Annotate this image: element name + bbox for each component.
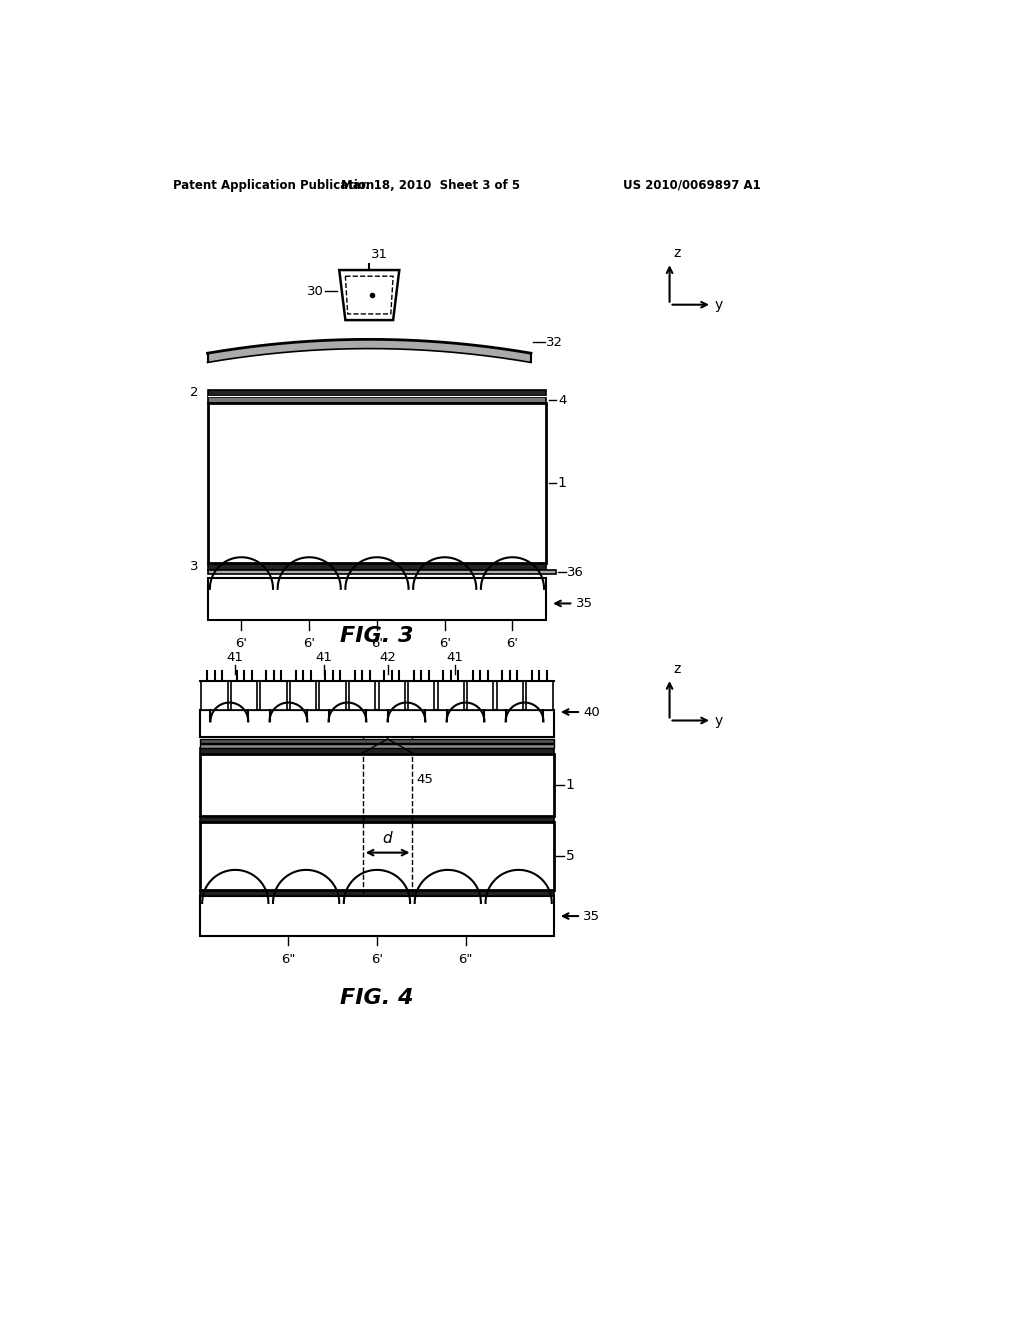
Bar — [208, 578, 547, 620]
Bar — [208, 397, 547, 404]
Text: Mar. 18, 2010  Sheet 3 of 5: Mar. 18, 2010 Sheet 3 of 5 — [341, 178, 520, 191]
Bar — [319, 681, 346, 710]
Text: 3: 3 — [189, 561, 199, 573]
Bar — [208, 570, 556, 574]
Bar — [437, 681, 464, 710]
Text: Patent Application Publication: Patent Application Publication — [173, 178, 374, 191]
Text: 31: 31 — [371, 248, 388, 261]
Text: 6": 6" — [282, 953, 296, 966]
Text: 35: 35 — [584, 909, 600, 923]
Bar — [202, 681, 227, 710]
Bar — [200, 744, 554, 748]
Bar — [208, 564, 547, 570]
Text: y: y — [714, 298, 723, 312]
Bar — [200, 896, 554, 936]
Bar — [349, 681, 376, 710]
Text: FIG. 4: FIG. 4 — [340, 987, 414, 1007]
Text: 30: 30 — [307, 285, 324, 298]
Text: 6': 6' — [371, 638, 383, 651]
Text: 1: 1 — [565, 779, 574, 792]
Polygon shape — [208, 339, 531, 363]
Text: 6': 6' — [438, 638, 451, 651]
Text: 32: 32 — [547, 335, 563, 348]
Text: US 2010/0069897 A1: US 2010/0069897 A1 — [624, 178, 761, 191]
Bar — [200, 748, 554, 755]
Bar — [200, 890, 554, 896]
Text: z: z — [674, 661, 681, 676]
Text: 5: 5 — [565, 849, 574, 863]
Bar — [467, 681, 494, 710]
Bar — [408, 681, 434, 710]
Bar — [208, 404, 547, 562]
Text: 6': 6' — [303, 638, 315, 651]
Text: 42: 42 — [379, 651, 396, 664]
Text: d: d — [383, 830, 392, 846]
Bar — [200, 755, 554, 816]
Text: 41: 41 — [446, 651, 463, 664]
Text: FIG. 3: FIG. 3 — [340, 626, 414, 645]
Text: 6': 6' — [236, 638, 248, 651]
Text: 6": 6" — [459, 953, 473, 966]
Polygon shape — [339, 271, 399, 321]
Bar — [231, 681, 257, 710]
Text: 40: 40 — [584, 705, 600, 718]
Text: 41: 41 — [227, 651, 244, 664]
Bar — [200, 822, 554, 890]
Text: 1: 1 — [558, 477, 567, 490]
Bar — [497, 681, 523, 710]
Bar — [208, 391, 547, 396]
Text: 6': 6' — [507, 638, 518, 651]
Bar — [260, 681, 287, 710]
Text: 41: 41 — [315, 651, 332, 664]
Bar — [200, 816, 554, 822]
Text: 45: 45 — [416, 772, 433, 785]
Text: 6': 6' — [371, 953, 383, 966]
Text: 2: 2 — [189, 387, 199, 400]
Text: 4: 4 — [558, 393, 566, 407]
Text: z: z — [674, 246, 681, 260]
Bar — [200, 739, 554, 743]
Bar — [526, 681, 553, 710]
Text: 36: 36 — [567, 566, 584, 578]
Text: y: y — [714, 714, 723, 727]
Bar — [379, 681, 404, 710]
Bar — [200, 710, 554, 737]
Bar — [290, 681, 316, 710]
Text: 35: 35 — [575, 597, 593, 610]
